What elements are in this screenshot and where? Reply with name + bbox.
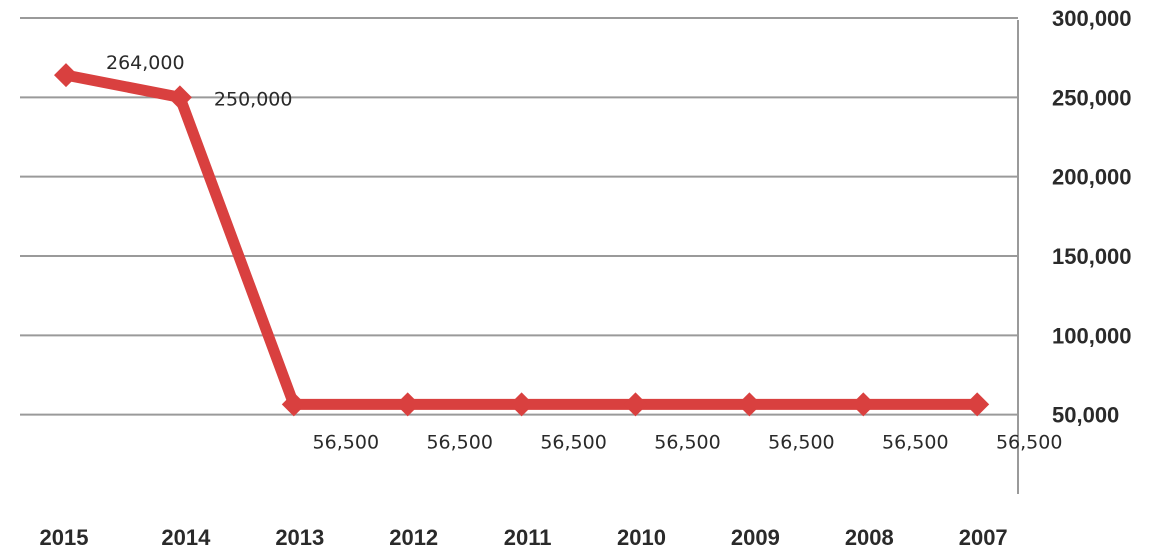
x-tick-label: 2007 — [959, 525, 1008, 550]
data-label: 264,000 — [106, 52, 185, 74]
x-tick-label: 2013 — [275, 525, 324, 550]
y-tick-label: 100,000 — [1052, 323, 1132, 348]
data-label: 56,500 — [426, 431, 492, 453]
data-label: 56,500 — [540, 431, 606, 453]
data-point-marker — [395, 392, 420, 417]
data-label: 56,500 — [882, 431, 948, 453]
data-point-marker — [54, 63, 78, 88]
y-tick-label: 50,000 — [1052, 403, 1119, 428]
data-point-marker — [737, 392, 762, 417]
x-tick-label: 2014 — [161, 525, 211, 550]
series-markers — [54, 63, 990, 417]
y-tick-label: 150,000 — [1052, 244, 1132, 269]
y-tick-label: 250,000 — [1052, 85, 1132, 110]
x-tick-label: 2010 — [617, 525, 666, 550]
data-label: 56,500 — [768, 431, 834, 453]
data-point-marker — [623, 392, 648, 417]
x-tick-label: 2009 — [731, 525, 780, 550]
grid-lines — [20, 16, 1018, 416]
data-point-marker — [965, 392, 990, 417]
data-point-marker — [509, 392, 534, 417]
x-tick-labels: 2015 2014 2013 2012 2011 2010 2009 2008 2007 — [40, 525, 1008, 550]
y-tick-label: 300,000 — [1052, 6, 1132, 31]
data-label: 56,500 — [654, 431, 720, 453]
data-labels: 264,000 250,000 56,500 56,500 56,500 56,500 56… — [106, 52, 1062, 453]
data-label: 250,000 — [214, 88, 293, 110]
series-line-path — [60, 69, 983, 410]
x-tick-label: 2008 — [845, 525, 894, 550]
data-point-marker — [167, 85, 192, 110]
series-line — [60, 69, 983, 410]
data-label: 56,500 — [996, 431, 1062, 453]
x-tick-label: 2011 — [504, 525, 552, 550]
x-tick-label: 2012 — [389, 525, 438, 550]
data-point-marker — [851, 392, 876, 417]
x-tick-label: 2015 — [40, 525, 89, 550]
data-point-marker — [281, 392, 306, 417]
y-tick-labels: 50,000 100,000 150,000 200,000 250,000 300,00… — [1052, 6, 1132, 428]
data-label: 56,500 — [313, 431, 379, 453]
y-tick-label: 200,000 — [1052, 165, 1132, 190]
